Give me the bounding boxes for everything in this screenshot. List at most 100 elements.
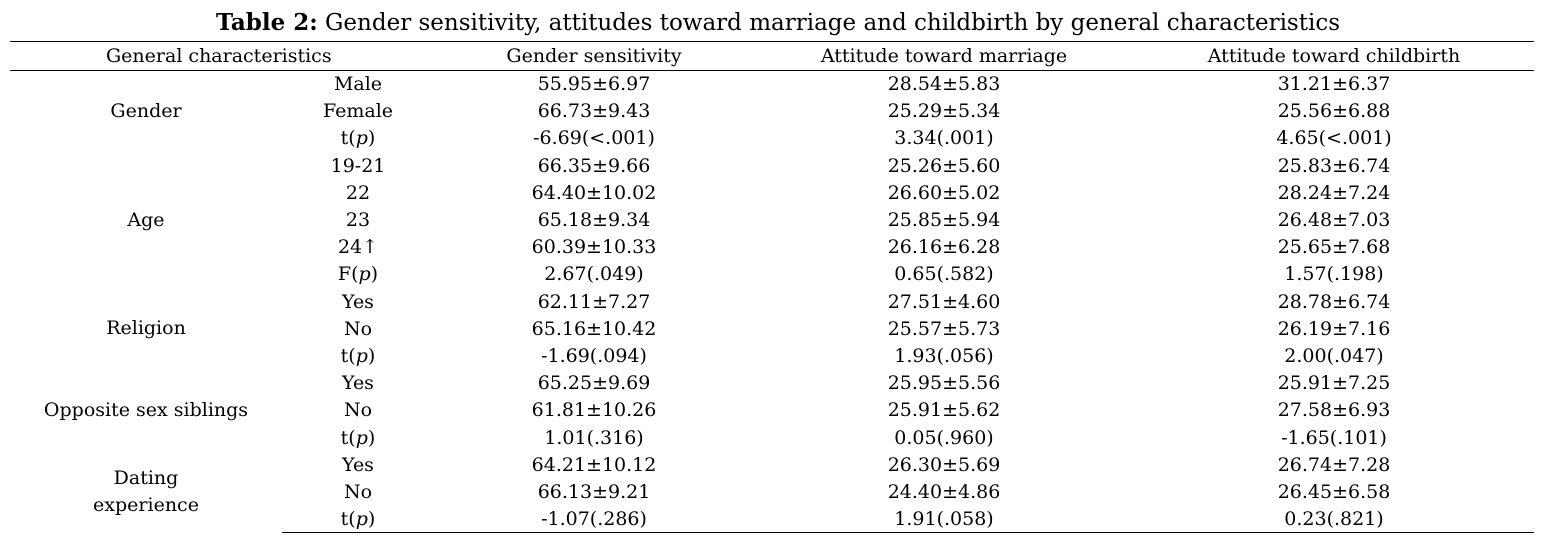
table-row: No 65.16±10.42 25.57±5.73 26.19±7.16	[10, 315, 1534, 342]
attitude-marriage-cell: 25.29±5.34	[887, 100, 1001, 123]
gender-sensitivity-cell: 65.25±9.69	[537, 372, 651, 395]
gender-sensitivity-cell: 1.01(.316)	[544, 426, 644, 449]
attitude-marriage-cell: 25.91±5.62	[887, 399, 1001, 422]
stat-label-prefix: t(	[340, 507, 356, 530]
table-row: t(p) 1.01(.316) 0.05(.960) -1.65(.101)	[10, 424, 1534, 451]
header-characteristics: General characteristics	[10, 41, 434, 71]
gender-sensitivity-cell: 60.39±10.33	[531, 236, 657, 259]
gender-sensitivity-cell: -1.69(.094)	[541, 344, 647, 367]
attitude-childbirth-cell: 25.56±6.88	[1277, 100, 1391, 123]
table-row: F(p) 2.67(.049) 0.65(.582) 1.57(.198)	[10, 261, 1534, 288]
stat-label-suffix: )	[367, 344, 376, 367]
group-label-cell: Gender	[10, 71, 282, 153]
group-label-cell: Dating experience	[10, 451, 282, 533]
table-row: Religion Yes 62.11±7.27 27.51±4.60 28.78±6.7…	[10, 288, 1534, 340]
attitude-childbirth-cell: 26.74±7.28	[1277, 453, 1391, 476]
group-label-cell: Opposite sex siblings	[10, 370, 282, 452]
table-row: No 61.81±10.26 25.91±5.62 27.58±6.93	[10, 397, 1534, 424]
group-label: Dating	[113, 466, 179, 489]
gender-sensitivity-cell: 66.35±9.66	[537, 154, 651, 177]
category-cell: Yes	[342, 453, 374, 476]
group-label: experience	[93, 493, 199, 516]
table-row: No 66.13±9.21 24.40±4.86 26.45±6.58	[10, 478, 1534, 505]
table-body: Gender Male 55.95±6.97 28.54±5.83 31.21±6.37…	[10, 71, 1534, 534]
table-row: Opposite sex siblings Yes 65.25±9.69 25.95±…	[10, 370, 1534, 421]
attitude-marriage-cell: 26.16±6.28	[887, 236, 1001, 259]
stat-label-suffix: )	[367, 127, 376, 150]
attitude-marriage-cell: 24.40±4.86	[887, 480, 1001, 503]
stat-label-p: p	[355, 507, 368, 530]
category-cell: F(p)	[282, 261, 434, 288]
header-attitude-marriage: Attitude toward marriage	[754, 41, 1134, 71]
category-cell: 22	[345, 181, 371, 204]
gender-sensitivity-cell: -1.07(.286)	[434, 505, 754, 534]
gender-sensitivity-cell: 61.81±10.26	[531, 399, 657, 422]
table-caption: Table 2: Gender sensitivity, attitudes t…	[0, 9, 1556, 37]
attitude-childbirth-cell: 31.21±6.37	[1277, 73, 1391, 96]
gender-sensitivity-cell: 66.73±9.43	[537, 100, 651, 123]
attitude-childbirth-cell: 28.78±6.74	[1277, 290, 1391, 313]
gender-sensitivity-cell: -6.69(<.001)	[533, 127, 655, 150]
stat-label-prefix: t(	[340, 344, 356, 367]
table-row: Dating experience Yes 64.21±10.12 26.30±5.69…	[10, 451, 1534, 516]
category-cell: Yes	[342, 372, 374, 395]
attitude-childbirth-cell: 25.83±6.74	[1277, 154, 1391, 177]
attitude-marriage-cell: 26.30±5.69	[887, 453, 1001, 476]
group-label: Opposite sex siblings	[43, 398, 249, 421]
header-attitude-childbirth: Attitude toward childbirth	[1134, 41, 1534, 71]
stat-label-prefix: F(	[337, 263, 359, 286]
header-row: General characteristics Gender sensitivi…	[10, 41, 1534, 71]
attitude-marriage-cell: 25.57±5.73	[887, 317, 1001, 340]
attitude-marriage-cell: 3.34(.001)	[894, 127, 994, 150]
category-cell: Female	[322, 100, 394, 123]
group-label: Age	[127, 208, 165, 231]
group-label-cell: Age	[10, 152, 282, 288]
attitude-childbirth-cell: 28.24±7.24	[1277, 181, 1391, 204]
attitude-marriage-cell: 25.95±5.56	[887, 372, 1001, 395]
attitude-marriage-cell: 28.54±5.83	[887, 73, 1001, 96]
attitude-marriage-cell: 0.65(.582)	[894, 263, 994, 286]
attitude-childbirth-cell: 4.65(<.001)	[1276, 127, 1392, 150]
gender-sensitivity-cell: 65.16±10.42	[531, 317, 657, 340]
category-cell: No	[343, 399, 373, 422]
attitude-childbirth-cell: 26.19±7.16	[1277, 317, 1391, 340]
attitude-childbirth-cell: 26.45±6.58	[1277, 480, 1391, 503]
table-row: Female 66.73±9.43 25.29±5.34 25.56±6.88	[10, 98, 1534, 125]
table-row: 24↑ 60.39±10.33 26.16±6.28 25.65±7.68	[10, 234, 1534, 261]
gender-sensitivity-cell: 62.11±7.27	[537, 290, 651, 313]
attitude-marriage-cell: 1.91(.058)	[754, 505, 1134, 534]
category-cell: Yes	[342, 290, 374, 313]
attitude-marriage-cell: 0.05(.960)	[894, 426, 994, 449]
results-table: General characteristics Gender sensitivi…	[10, 41, 1534, 534]
attitude-childbirth-cell: 27.58±6.93	[1277, 399, 1391, 422]
table-caption-lead: Table 2:	[215, 9, 318, 36]
attitude-childbirth-cell: 25.65±7.68	[1277, 236, 1391, 259]
group-label-cell: Religion	[10, 288, 282, 370]
attitude-marriage-cell: 27.51±4.60	[887, 290, 1001, 313]
gender-sensitivity-cell: 2.67(.049)	[544, 263, 644, 286]
table-row: 22 64.40±10.02 26.60±5.02 28.24±7.24	[10, 179, 1534, 206]
table-row: Age 19-21 66.35±9.66 25.26±5.60 25.83±6.74	[10, 152, 1534, 231]
attitude-childbirth-cell: 25.91±7.25	[1277, 372, 1391, 395]
category-cell: t(p)	[282, 424, 434, 451]
stat-label-suffix: )	[367, 426, 376, 449]
stat-label-p: p	[355, 344, 368, 367]
gender-sensitivity-cell: 55.95±6.97	[537, 73, 651, 96]
category-cell: No	[343, 480, 373, 503]
stat-label-p: p	[355, 426, 368, 449]
header-gender-sensitivity: Gender sensitivity	[434, 41, 754, 71]
category-cell: t(p)	[282, 505, 434, 534]
table-row: Gender Male 55.95±6.97 28.54±5.83 31.21±6.37	[10, 71, 1534, 122]
category-cell: 23	[345, 209, 371, 232]
stat-label-suffix: )	[367, 507, 376, 530]
table-row: t(p) -1.69(.094) 1.93(.056) 2.00(.047)	[10, 342, 1534, 369]
stat-label-suffix: )	[370, 263, 379, 286]
gender-sensitivity-cell: 65.18±9.34	[537, 209, 651, 232]
gender-sensitivity-cell: 64.21±10.12	[531, 453, 657, 476]
gender-sensitivity-cell: 66.13±9.21	[537, 480, 651, 503]
attitude-marriage-cell: 26.60±5.02	[887, 181, 1001, 204]
stat-label-p: p	[358, 263, 371, 286]
category-cell: 24↑	[337, 236, 379, 259]
attitude-marriage-cell: 25.85±5.94	[887, 209, 1001, 232]
